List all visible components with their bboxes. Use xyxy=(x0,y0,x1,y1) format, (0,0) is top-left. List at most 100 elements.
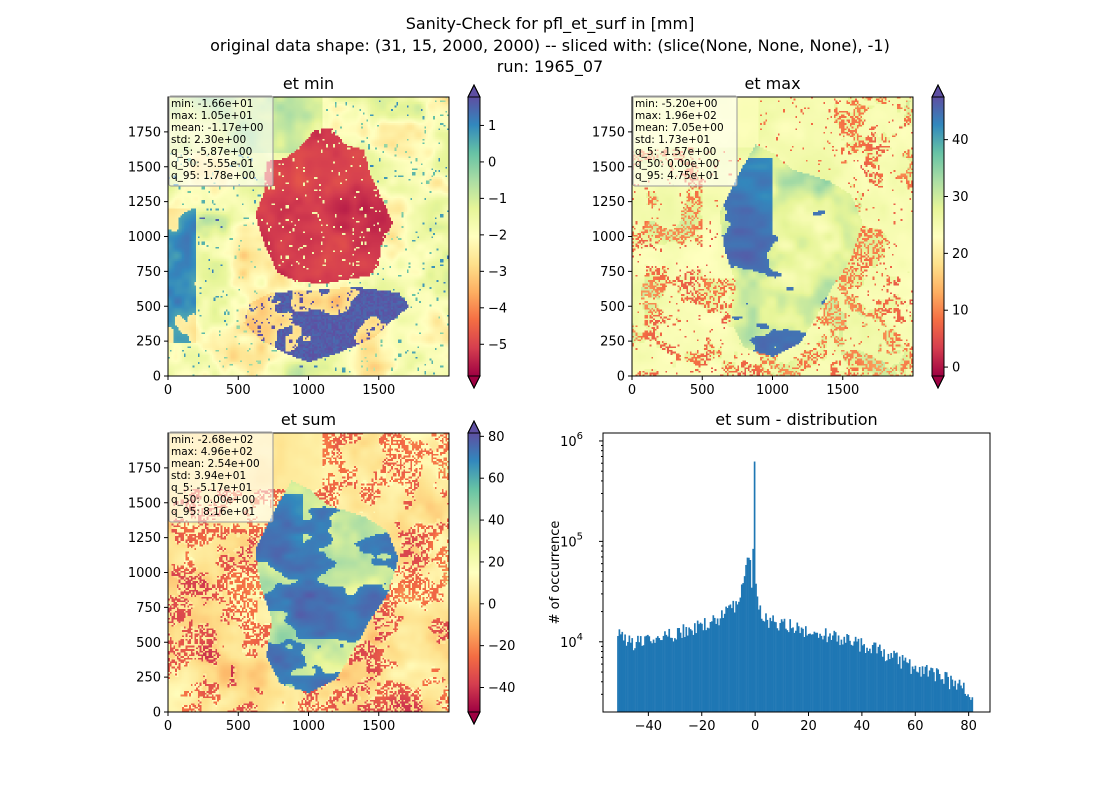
histogram-bar xyxy=(914,665,917,712)
histogram-bar xyxy=(703,618,706,712)
colorbar-tick-label: −2 xyxy=(488,228,507,243)
stats-line: q_5: -5.87e+00 xyxy=(171,146,252,158)
x-tick-label: 500 xyxy=(690,383,715,398)
histogram-bar xyxy=(847,635,850,712)
stats-line: min: -1.66e+01 xyxy=(171,98,253,110)
histogram-bar xyxy=(817,637,820,712)
y-tick-label: 1250 xyxy=(128,195,161,210)
histogram-bar xyxy=(941,679,944,712)
histogram-bar xyxy=(826,642,829,712)
histogram-bar xyxy=(787,632,790,712)
histogram-bar xyxy=(782,621,784,712)
histogram-bar xyxy=(857,638,860,712)
stats-line: mean: 2.54e+00 xyxy=(171,458,260,470)
histogram-bar xyxy=(804,626,807,712)
histogram-bar xyxy=(759,605,762,712)
x-tick-label: 500 xyxy=(226,719,251,734)
histogram-bar xyxy=(644,636,646,712)
histogram-bar xyxy=(625,645,628,712)
histogram-bar xyxy=(676,628,679,712)
histogram-bar xyxy=(675,639,678,712)
histogram-bar xyxy=(927,676,930,712)
y-tick-label: 250 xyxy=(136,335,161,350)
histogram-bar xyxy=(861,645,864,712)
colorbar-tick-label: −40 xyxy=(488,681,515,696)
histogram-bar xyxy=(692,634,695,712)
histogram-bar xyxy=(762,620,764,712)
colorbar-outline xyxy=(467,83,481,390)
x-tick-label: 0 xyxy=(628,383,636,398)
y-tick-label: 500 xyxy=(600,300,625,315)
x-tick-label: 1500 xyxy=(362,719,395,734)
histogram-bar xyxy=(802,628,804,712)
histogram-bar xyxy=(809,633,811,712)
histogram-bar xyxy=(866,647,868,712)
histogram-bar xyxy=(674,638,676,712)
x-tick-label: 1500 xyxy=(362,383,395,398)
histogram-bar xyxy=(750,587,753,712)
stats-line: mean: -1.17e+00 xyxy=(171,122,263,134)
histogram-bar xyxy=(642,645,645,712)
histogram-bar xyxy=(711,621,713,712)
colorbar-tick-label: 0 xyxy=(952,361,960,376)
histogram-bar xyxy=(871,644,874,712)
y-tick-label: 0 xyxy=(153,706,161,721)
colorbar-extend-bottom xyxy=(931,375,945,390)
suptitle-line-1: Sanity-Check for pfl_et_surf in [mm] xyxy=(406,14,695,34)
histogram-bar xyxy=(629,642,632,712)
histogram-bar xyxy=(894,653,897,712)
histogram-bar xyxy=(745,564,747,712)
histogram-bar xyxy=(639,636,642,712)
histogram-bar xyxy=(921,666,924,712)
stats-box xyxy=(168,95,274,187)
histogram-bar xyxy=(628,635,631,712)
histogram-bar xyxy=(884,661,887,712)
stats-box xyxy=(632,95,738,187)
histogram-bar xyxy=(830,639,833,712)
x-tick-label: 0 xyxy=(164,383,172,398)
histogram-bar xyxy=(837,635,840,712)
histogram-bar xyxy=(844,642,847,712)
x-tick-label: 500 xyxy=(226,383,251,398)
histogram-bar xyxy=(701,623,703,712)
histogram-bar xyxy=(940,679,942,712)
colorbar-extend-top xyxy=(931,83,945,98)
histogram-bar xyxy=(645,635,648,712)
histogram-bar xyxy=(874,642,877,712)
histogram-bar xyxy=(617,635,619,712)
histogram-bar xyxy=(970,699,972,712)
histogram-bar xyxy=(790,628,793,712)
histogram-bar xyxy=(665,634,668,712)
stats-line: q_50: 0.00e+00 xyxy=(635,158,719,170)
stats-line: std: 2.30e+00 xyxy=(171,134,246,146)
histogram-bar xyxy=(819,633,821,712)
histogram-bar xyxy=(898,656,901,712)
histogram-bar xyxy=(746,557,749,712)
histogram-bar xyxy=(763,621,766,712)
histogram-bar xyxy=(738,601,740,712)
histogram-bar xyxy=(797,626,800,712)
histogram-bar xyxy=(699,622,702,712)
histogram-bar xyxy=(935,668,938,712)
y-tick-label: 1750 xyxy=(592,125,625,140)
x-tick-label: 40 xyxy=(854,719,871,734)
histogram-bar xyxy=(901,655,904,712)
histogram-bar xyxy=(702,630,705,712)
histogram-bar xyxy=(888,659,891,712)
y-tick-label: 250 xyxy=(136,671,161,686)
y-tick-label: 750 xyxy=(136,601,161,616)
histogram-bar xyxy=(806,635,809,712)
histogram-bar xyxy=(873,642,875,712)
histogram-bar xyxy=(661,640,663,712)
histogram-bar xyxy=(769,617,772,712)
stats-line: q_95: 8.16e+01 xyxy=(171,506,255,518)
histogram-bar xyxy=(938,673,941,712)
histogram-bar xyxy=(719,618,722,712)
colorbar-tick-label: −1 xyxy=(488,192,507,207)
histogram-bar xyxy=(669,637,672,712)
histogram-bar xyxy=(713,617,716,712)
histogram-bar xyxy=(733,612,736,712)
histogram-bar xyxy=(723,613,726,712)
et-sum-panel: et sum 0 500 1000 1500 0 250 500 750 1000 1250 1500… xyxy=(128,410,516,734)
histogram-bar xyxy=(716,618,719,712)
